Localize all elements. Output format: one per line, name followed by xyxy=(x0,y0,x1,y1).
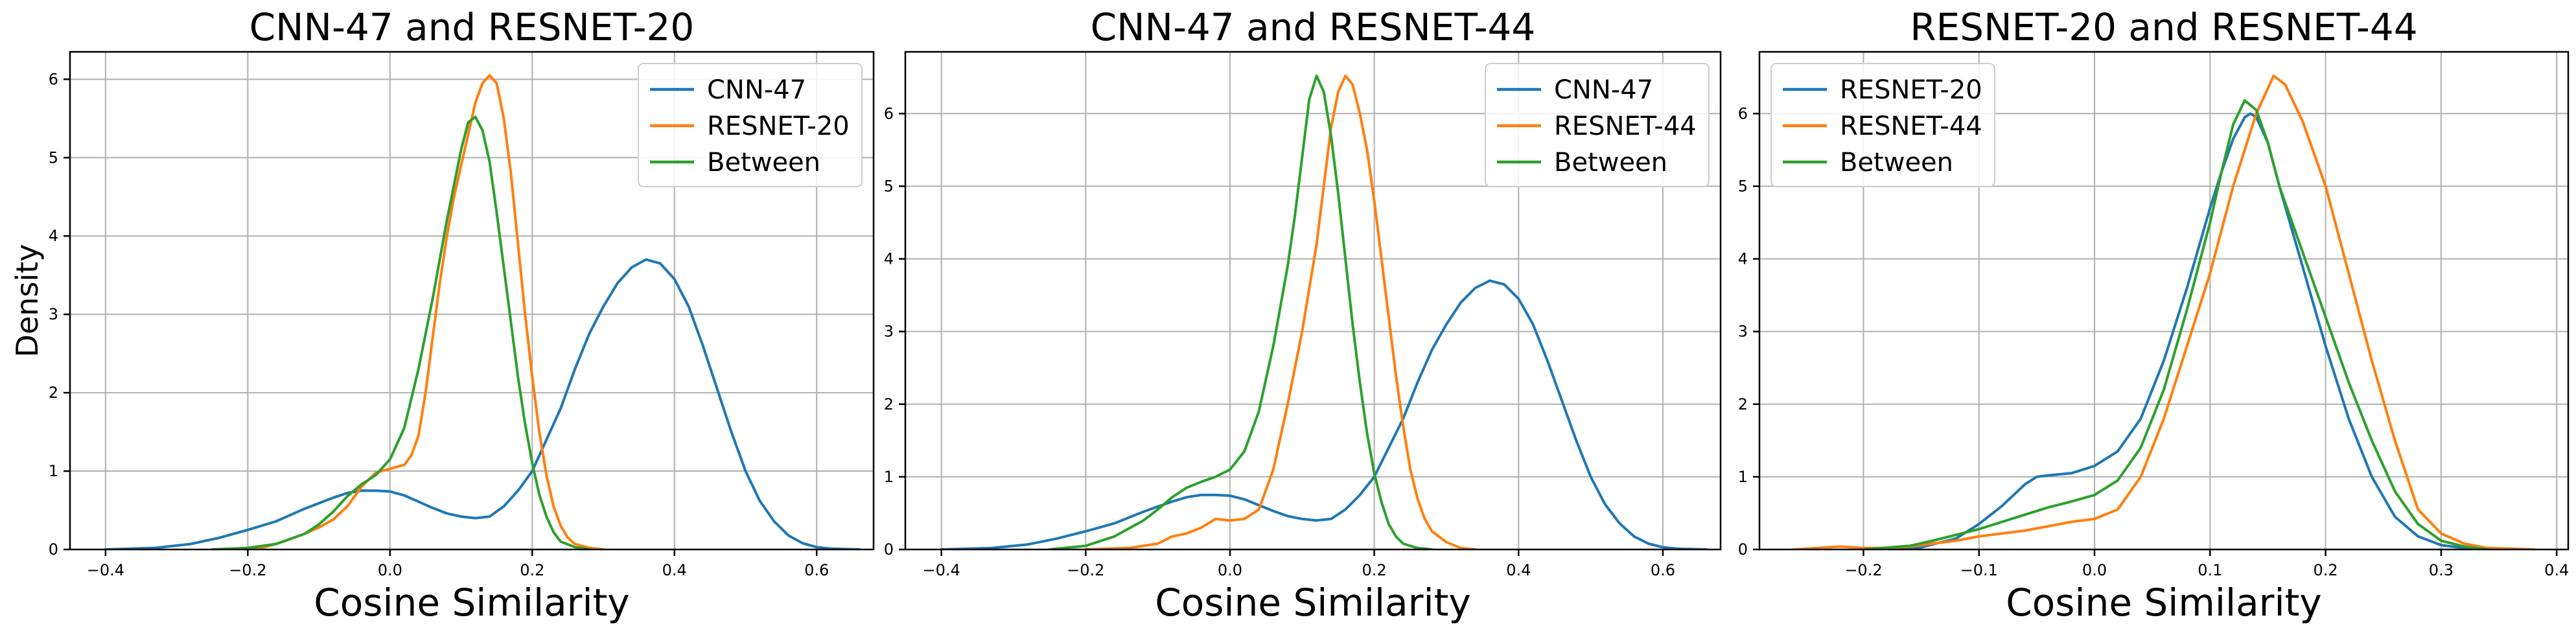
chart-2-xtick-label-1: −0.2 xyxy=(1067,561,1104,579)
chart-1-ytick-label-4: 4 xyxy=(49,227,58,245)
chart-3-xlabel: Cosine Similarity xyxy=(2006,581,2321,625)
chart-3: −0.2 −0.1 0.0 0.1 0.2 0.3 0.4 0 1 2 3 4 5 6 RESNET-20 … xyxy=(1738,5,2570,625)
chart-2-xtick-label-2: 0.0 xyxy=(1218,561,1242,579)
chart-2-frame xyxy=(904,51,1722,551)
chart-1-xtick-label-2: 0.0 xyxy=(378,561,402,579)
chart-1-xtick-label-0: −0.4 xyxy=(87,561,124,579)
chart-2-xtick-label-5: 0.6 xyxy=(1651,561,1675,579)
chart-1-xtick-label-5: 0.6 xyxy=(804,561,829,579)
chart-3-title: RESNET-20 and RESNET-44 xyxy=(1910,5,2417,49)
chart-3-series-between xyxy=(1862,99,2489,549)
chart-1-title: CNN-47 and RESNET-20 xyxy=(249,5,695,49)
chart-1-ytick-label-5: 5 xyxy=(49,148,58,167)
chart-3-ytick-label-5: 5 xyxy=(1738,177,1748,195)
chart-1-xtick-label-1: −0.2 xyxy=(229,561,266,579)
chart-2-legend-box xyxy=(1485,63,1710,187)
chart-1-xlabel: Cosine Similarity xyxy=(314,581,629,625)
chart-2-ytick-label-5: 5 xyxy=(884,177,894,195)
chart-1-legend-label-cnn-47: CNN-47 xyxy=(707,75,806,105)
chart-2-ytick-label-2: 2 xyxy=(884,395,894,413)
chart-1-frame xyxy=(69,51,875,551)
chart-2-title: CNN-47 and RESNET-44 xyxy=(1091,5,1536,49)
chart-2-xlabel: Cosine Similarity xyxy=(1155,581,1470,625)
chart-1-legend-box xyxy=(638,63,863,187)
chart-1-series-resnet-20 xyxy=(232,74,605,549)
chart-3-ytick-label-3: 3 xyxy=(1738,323,1748,341)
chart-1-ytick-label-3: 3 xyxy=(49,305,58,323)
chart-3-ytick-label-1: 1 xyxy=(1738,468,1748,486)
chart-2-legend-label-cnn-47: CNN-47 xyxy=(1554,75,1653,105)
chart-3-ytick-label-2: 2 xyxy=(1738,395,1748,413)
chart-1-xtick-label-4: 0.4 xyxy=(662,561,687,579)
chart-1-series-between xyxy=(211,115,591,549)
chart-2-ytick-label-3: 3 xyxy=(884,323,894,341)
chart-3-series-resnet-44 xyxy=(1793,75,2535,549)
chart-3-xtick-label-1: −0.1 xyxy=(1960,561,1998,579)
chart-3-xtick-label-3: 0.1 xyxy=(2198,561,2222,579)
chart-3-legend-label-resnet-44: RESNET-44 xyxy=(1840,111,1982,141)
chart-3-frame xyxy=(1758,51,2570,551)
chart-2-legend-label-resnet-44: RESNET-44 xyxy=(1554,111,1697,141)
chart-2: −0.4 −0.2 0.0 0.2 0.4 0.6 0 1 2 3 4 5 6 CNN-47 and RE… xyxy=(884,5,1722,625)
chart-2-plot-area xyxy=(940,75,1708,549)
chart-2-legend-label-between: Between xyxy=(1554,148,1667,178)
chart-2-ytick-label-6: 6 xyxy=(884,104,894,122)
chart-2-series-resnet-44 xyxy=(1084,75,1477,549)
chart-3-xtick-label-2: 0.0 xyxy=(2082,561,2107,579)
chart-2-series-between xyxy=(1048,75,1433,549)
chart-2-xtick-label-4: 0.4 xyxy=(1506,561,1531,579)
chart-2-xtick-label-3: 0.2 xyxy=(1362,561,1387,579)
chart-2-ytick-label-1: 1 xyxy=(884,468,894,486)
chart-1-ytick-label-0: 0 xyxy=(49,540,58,559)
chart-1-ytick-label-1: 1 xyxy=(49,462,58,480)
chart-1-plot-area xyxy=(104,74,861,549)
chart-3-plot-area xyxy=(1793,75,2535,549)
chart-1-legend: CNN-47 RESNET-20 Between xyxy=(638,63,863,187)
chart-2-legend: CNN-47 RESNET-44 Between xyxy=(1485,63,1710,187)
chart-2-ytick-label-4: 4 xyxy=(884,250,894,268)
chart-1: −0.4 −0.2 0.0 0.2 0.4 0.6 0 1 2 3 4 5 6 CNN-47 and RE… xyxy=(10,5,875,625)
chart-3-ytick-label-6: 6 xyxy=(1738,104,1748,122)
chart-3-ytick-label-4: 4 xyxy=(1738,250,1748,268)
chart-1-ytick-label-2: 2 xyxy=(49,384,58,402)
chart-3-ytick-label-0: 0 xyxy=(1738,540,1748,559)
chart-3-legend-box xyxy=(1770,63,1995,187)
chart-1-ytick-label-6: 6 xyxy=(49,70,58,88)
chart-3-legend-label-resnet-20: RESNET-20 xyxy=(1840,75,1982,105)
chart-1-xtick-label-3: 0.2 xyxy=(520,561,544,579)
chart-2-ytick-label-0: 0 xyxy=(884,540,894,559)
chart-3-xtick-label-4: 0.2 xyxy=(2314,561,2338,579)
chart-1-legend-label-between: Between xyxy=(707,148,820,178)
chart-1-legend-label-resnet-20: RESNET-20 xyxy=(707,111,850,141)
chart-3-xtick-label-6: 0.4 xyxy=(2544,561,2569,579)
chart-3-legend-label-between: Between xyxy=(1840,148,1953,178)
chart-2-series-cnn-47 xyxy=(940,279,1708,549)
chart-1-series-cnn-47 xyxy=(104,258,861,549)
chart-3-xtick-label-0: −0.2 xyxy=(1844,561,1882,579)
chart-1-ylabel: Density xyxy=(10,244,45,358)
chart-3-legend: RESNET-20 RESNET-44 Between xyxy=(1770,63,1995,187)
chart-3-xtick-label-5: 0.3 xyxy=(2429,561,2454,579)
chart-2-xtick-label-0: −0.4 xyxy=(923,561,960,579)
